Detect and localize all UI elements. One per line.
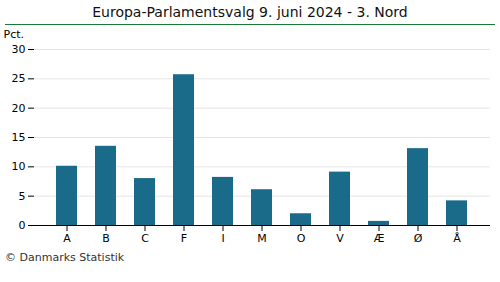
- svg-text:25: 25: [12, 72, 26, 85]
- html-text:Europa-Parlamentsvalg 9. juni: Europa-Parlamentsvalg 9. juni 2024 - 3. …: [92, 4, 408, 20]
- svg-text:Æ: Æ: [374, 232, 385, 245]
- svg-text:30: 30: [12, 43, 26, 56]
- svg-text:C: C: [141, 232, 149, 245]
- svg-text:0: 0: [19, 219, 26, 232]
- svg-text:20: 20: [12, 102, 26, 115]
- svg-text:15: 15: [12, 131, 26, 144]
- svg-text:A: A: [63, 232, 71, 245]
- html-text:© Danmarks Statistik: © Danmarks Statistik: [5, 251, 125, 264]
- svg-text:Å: Å: [453, 232, 461, 245]
- svg-text:10: 10: [12, 160, 26, 173]
- svg-text:B: B: [102, 232, 110, 245]
- svg-text:Ø: Ø: [414, 232, 423, 245]
- svg-text:5: 5: [19, 190, 26, 203]
- svg-text:Pct.: Pct.: [4, 28, 25, 41]
- svg-text:M: M: [257, 232, 267, 245]
- svg-text:F: F: [181, 232, 187, 245]
- svg-text:I: I: [221, 232, 224, 245]
- svg-text:V: V: [336, 232, 344, 245]
- svg-text:O: O: [297, 232, 306, 245]
